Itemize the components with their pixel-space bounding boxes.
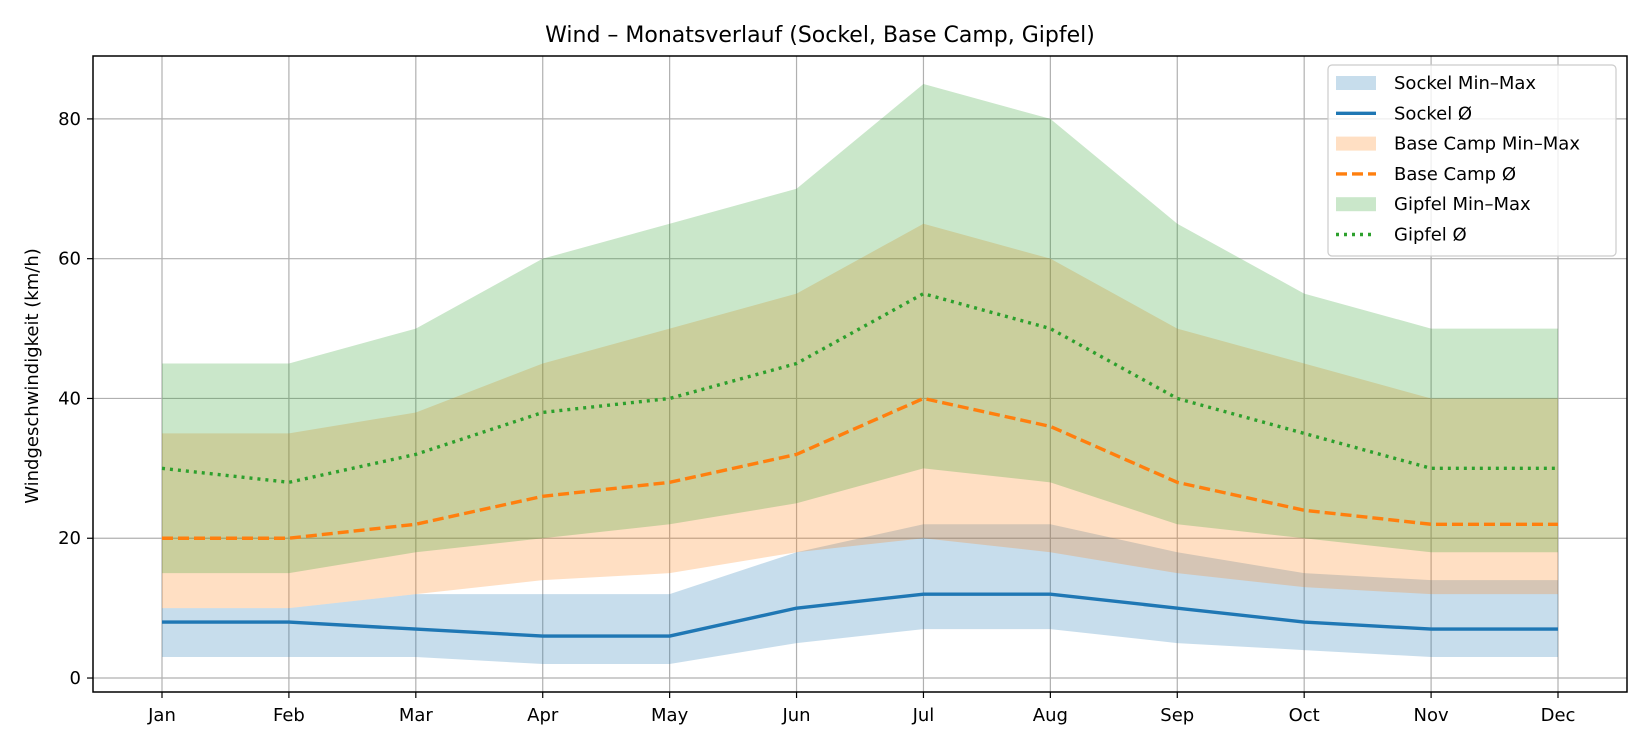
min-max-bands — [162, 83, 1558, 665]
x-tick-label: Jun — [781, 705, 810, 726]
x-tick-label: Sep — [1160, 705, 1194, 726]
legend-swatch-sockel-band — [1336, 76, 1376, 90]
x-axis-ticks: Jan Feb Mar Apr May Jun Jul Aug Sep Oct Nov Dec — [147, 692, 1575, 726]
y-tick-label: 20 — [58, 528, 81, 549]
gipfel-mean-line — [161, 291, 1558, 485]
base-camp-min-max-band — [162, 223, 1558, 609]
legend-label-sockel-band: Sockel Min–Max — [1394, 73, 1536, 94]
sockel-min-max-band — [162, 524, 1558, 665]
x-tick-label: Nov — [1414, 705, 1449, 726]
mean-lines — [161, 291, 1558, 638]
y-axis-ticks: 0 20 40 60 80 — [58, 109, 93, 689]
plot-frame — [92, 55, 1628, 693]
y-tick-label: 60 — [58, 249, 81, 270]
x-tick-label: Feb — [273, 705, 305, 726]
legend: Sockel Min–Max Sockel Ø Base Camp Min–Max B… — [1327, 64, 1617, 257]
y-tick-label: 40 — [58, 388, 81, 409]
x-tick-label: Jul — [912, 705, 935, 726]
legend-label-base-camp-line: Base Camp Ø — [1394, 164, 1516, 185]
x-tick-label: Jan — [147, 705, 176, 726]
y-axis-label: Windgeschwindigkeit (km/h) — [22, 248, 43, 504]
sockel-mean-line — [162, 592, 1558, 638]
x-tick-label: May — [651, 705, 689, 726]
legend-swatch-gipfel-band — [1336, 197, 1376, 212]
legend-label-base-camp-band: Base Camp Min–Max — [1394, 134, 1580, 155]
legend-box — [1327, 64, 1617, 257]
base-camp-mean-line — [162, 396, 1558, 540]
x-tick-label: Dec — [1541, 705, 1576, 726]
y-tick-label: 80 — [58, 109, 81, 130]
x-tick-label: Oct — [1289, 705, 1320, 726]
chart-title: Wind – Monatsverlauf (Sockel, Base Camp,… — [545, 23, 1095, 48]
legend-label-sockel-line: Sockel Ø — [1394, 103, 1472, 124]
legend-label-gipfel-line: Gipfel Ø — [1394, 225, 1467, 246]
x-tick-label: Aug — [1033, 705, 1068, 726]
legend-label-gipfel-band: Gipfel Min–Max — [1394, 194, 1531, 215]
y-tick-label: 0 — [70, 668, 81, 689]
gipfel-min-max-band — [162, 83, 1558, 574]
x-tick-label: Apr — [527, 705, 559, 726]
x-tick-label: Mar — [399, 705, 434, 726]
legend-swatch-base-camp-band — [1336, 136, 1376, 151]
